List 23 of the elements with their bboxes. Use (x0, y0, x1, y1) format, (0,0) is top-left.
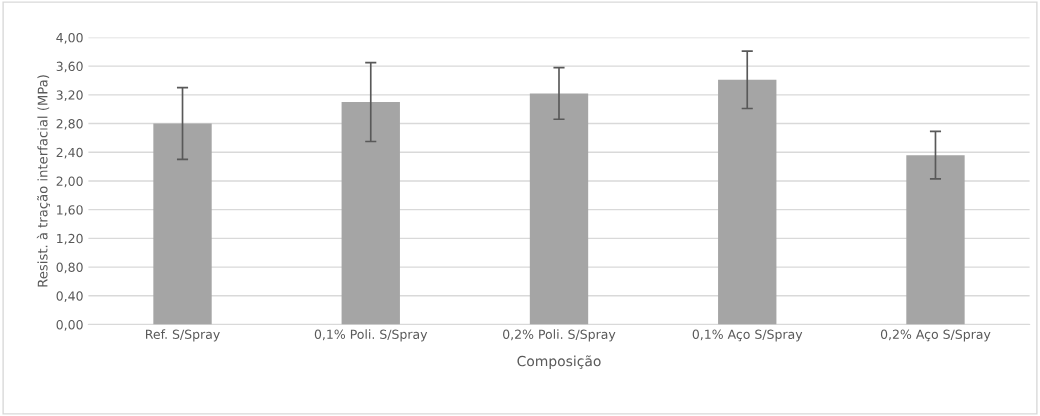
x-tick-label: 0,2% Aço S/Spray (880, 329, 991, 342)
y-tick-label: 1,20 (57, 233, 83, 245)
bar (153, 123, 212, 325)
y-tick-label: 2,00 (56, 176, 83, 188)
y-tick-label: 0,00 (56, 319, 83, 331)
y-tick-label: 2,40 (56, 147, 83, 159)
y-tick-label: 1,60 (57, 205, 83, 216)
y-tick-label: 0,40 (56, 291, 83, 302)
bar (529, 93, 589, 325)
y-axis-title: Resist. à tração interfacial (MPa) (36, 75, 50, 287)
x-tick-label: 0,1% Poli. S/Spray (314, 329, 428, 342)
bar (906, 155, 965, 325)
x-tick-label: 0,2% Poli. S/Spray (503, 329, 616, 342)
x-tick-label: Ref. S/Spray (146, 329, 220, 342)
x-axis-title: Composição (517, 355, 601, 370)
y-tick-label: 3,60 (56, 61, 83, 73)
y-tick-label: 3,20 (56, 90, 83, 102)
y-tick-label: 4,00 (56, 32, 83, 44)
y-tick-label: 0,80 (56, 262, 83, 274)
bar (341, 102, 400, 325)
bar (718, 79, 777, 325)
x-tick-label: 0,1% Aço S/Spray (692, 329, 803, 342)
y-tick-label: 2,80 (56, 119, 83, 130)
